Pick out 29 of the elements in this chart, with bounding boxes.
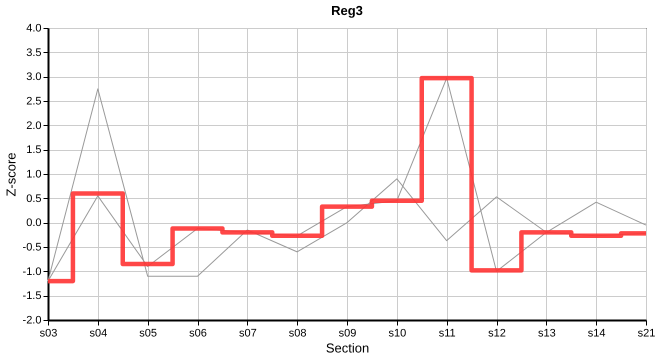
x-tick-label: s03 bbox=[40, 328, 58, 340]
y-axis-title: Z-score bbox=[4, 152, 19, 197]
x-tick-label: s12 bbox=[488, 328, 506, 340]
x-tick-label: s10 bbox=[388, 328, 406, 340]
y-tick-label: 1.0 bbox=[26, 168, 42, 180]
y-tick-label: -2.0 bbox=[22, 314, 42, 326]
y-tick-label: -1.5 bbox=[22, 290, 42, 302]
x-tick-label: s09 bbox=[338, 328, 356, 340]
x-tick-label: s21 bbox=[638, 328, 656, 340]
y-tick-label: 2.5 bbox=[26, 96, 42, 108]
chart-title: Reg3 bbox=[331, 3, 363, 18]
y-tick-label: -0.5 bbox=[22, 242, 42, 254]
y-tick-label: 3.0 bbox=[26, 71, 42, 84]
x-axis-title: Section bbox=[326, 340, 370, 356]
y-tick-label: 2.0 bbox=[26, 120, 42, 132]
x-tick-label: s05 bbox=[139, 328, 158, 340]
y-tick-label: 3.5 bbox=[26, 46, 42, 59]
x-tick-label: s13 bbox=[538, 328, 556, 340]
y-tick-label: 0.0 bbox=[26, 217, 42, 230]
x-tick-label: s11 bbox=[438, 328, 456, 340]
y-tick-label: -1.0 bbox=[22, 266, 42, 278]
y-tick-label: 1.5 bbox=[26, 144, 42, 156]
x-tick-label: s07 bbox=[238, 328, 257, 340]
y-tick-label: 0.5 bbox=[26, 192, 42, 205]
x-tick-label: s04 bbox=[89, 328, 108, 340]
x-tick-label: s08 bbox=[288, 328, 307, 340]
x-tick-label: s14 bbox=[588, 328, 606, 340]
y-tick-label: 4.0 bbox=[26, 22, 42, 34]
x-tick-label: s06 bbox=[189, 328, 207, 340]
